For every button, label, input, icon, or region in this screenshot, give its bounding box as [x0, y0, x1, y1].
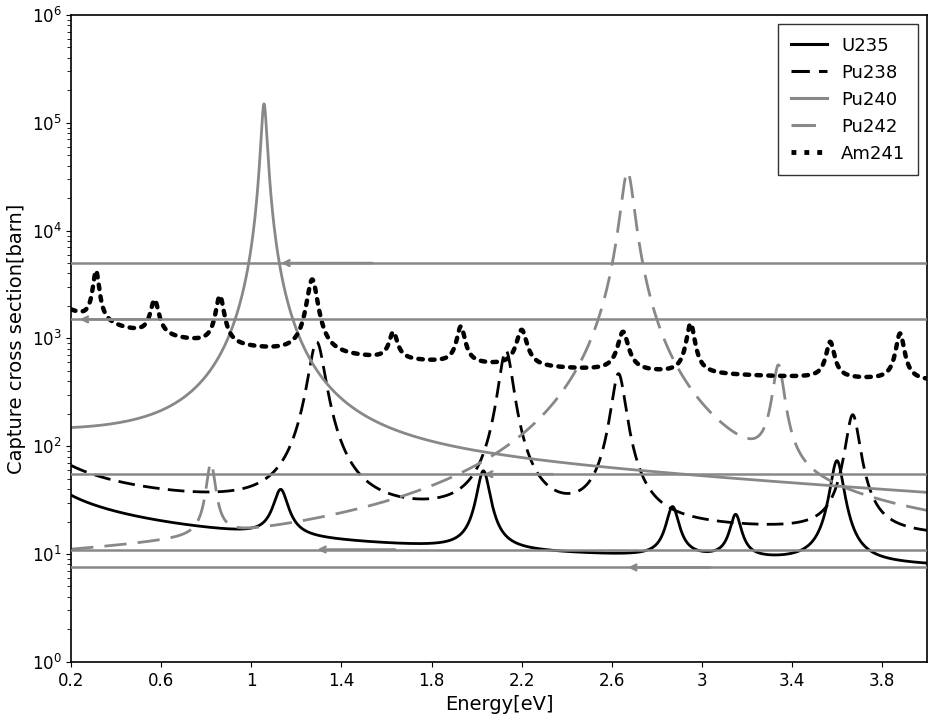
Pu242 [922, 506, 933, 515]
U235 [65, 491, 77, 500]
Pu240 [108, 419, 120, 428]
U235 [375, 538, 387, 547]
Line: Pu242: Pu242 [71, 172, 927, 549]
Pu242 [572, 363, 583, 371]
Pu238 [108, 476, 120, 485]
Line: U235: U235 [71, 461, 927, 563]
Legend: U235, Pu238, Pu240, Pu242, Am241: U235, Pu238, Pu240, Pu242, Am241 [778, 24, 918, 175]
Pu238 [573, 487, 584, 495]
Pu242 [375, 498, 387, 507]
Y-axis label: Capture cross section[barn]: Capture cross section[barn] [7, 203, 26, 474]
Am241 [700, 363, 712, 371]
Am241 [108, 319, 120, 327]
U235 [572, 548, 583, 557]
Pu238 [746, 520, 757, 528]
Pu238 [700, 515, 712, 523]
Line: Am241: Am241 [71, 270, 927, 379]
Pu240 [259, 99, 270, 108]
Pu240 [573, 460, 584, 469]
Line: Pu238: Pu238 [71, 342, 927, 531]
U235 [609, 549, 620, 557]
Am241 [573, 363, 584, 372]
U235 [700, 547, 712, 556]
X-axis label: Energy[eV]: Energy[eV] [445, 695, 554, 714]
Pu242 [108, 541, 120, 549]
U235 [922, 559, 933, 567]
Pu238 [311, 337, 322, 346]
Pu238 [922, 526, 933, 535]
Am241 [91, 266, 102, 275]
Pu240 [746, 475, 757, 484]
Line: Pu240: Pu240 [71, 104, 927, 492]
Am241 [610, 349, 621, 358]
Pu240 [65, 423, 77, 432]
Pu238 [375, 486, 387, 495]
Pu240 [610, 464, 621, 472]
Am241 [65, 305, 77, 314]
Pu238 [65, 461, 77, 470]
Pu242 [622, 167, 633, 176]
Pu242 [700, 403, 712, 412]
Am241 [922, 374, 933, 383]
U235 [745, 544, 757, 553]
Am241 [746, 371, 757, 379]
Pu242 [65, 545, 77, 554]
Pu238 [610, 379, 621, 388]
Pu240 [922, 488, 933, 497]
Pu242 [609, 244, 620, 252]
Pu240 [375, 420, 387, 428]
U235 [831, 456, 842, 465]
Pu242 [746, 435, 757, 443]
U235 [108, 507, 120, 516]
Pu240 [700, 472, 712, 480]
Am241 [375, 349, 387, 358]
